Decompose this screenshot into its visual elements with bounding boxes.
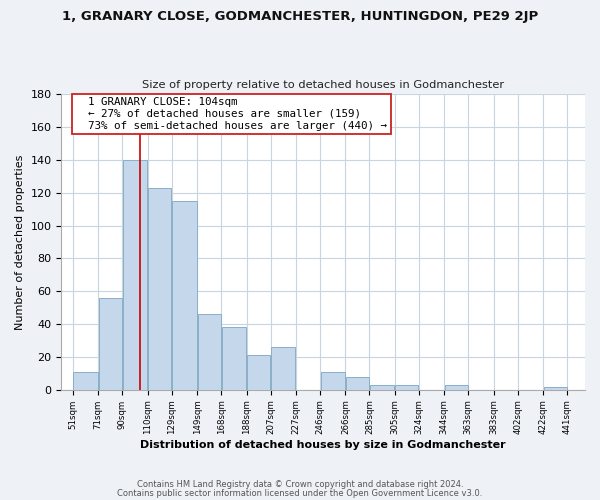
Text: 1 GRANARY CLOSE: 104sqm
  ← 27% of detached houses are smaller (159)
  73% of se: 1 GRANARY CLOSE: 104sqm ← 27% of detache… xyxy=(76,98,388,130)
Bar xyxy=(172,201,197,390)
Text: 1, GRANARY CLOSE, GODMANCHESTER, HUNTINGDON, PE29 2JP: 1, GRANARY CLOSE, GODMANCHESTER, HUNTING… xyxy=(62,10,538,23)
Bar xyxy=(346,376,369,390)
Bar xyxy=(320,372,345,390)
Bar xyxy=(370,385,394,390)
Bar xyxy=(123,160,147,390)
Bar xyxy=(271,347,295,390)
Y-axis label: Number of detached properties: Number of detached properties xyxy=(15,154,25,330)
Text: Contains public sector information licensed under the Open Government Licence v3: Contains public sector information licen… xyxy=(118,490,482,498)
Bar xyxy=(247,356,270,390)
X-axis label: Distribution of detached houses by size in Godmanchester: Distribution of detached houses by size … xyxy=(140,440,506,450)
Bar xyxy=(544,386,567,390)
Bar xyxy=(395,385,418,390)
Bar xyxy=(73,372,98,390)
Bar xyxy=(197,314,221,390)
Text: Contains HM Land Registry data © Crown copyright and database right 2024.: Contains HM Land Registry data © Crown c… xyxy=(137,480,463,489)
Bar xyxy=(221,328,246,390)
Bar xyxy=(98,298,122,390)
Bar xyxy=(445,385,468,390)
Bar xyxy=(148,188,171,390)
Title: Size of property relative to detached houses in Godmanchester: Size of property relative to detached ho… xyxy=(142,80,504,90)
